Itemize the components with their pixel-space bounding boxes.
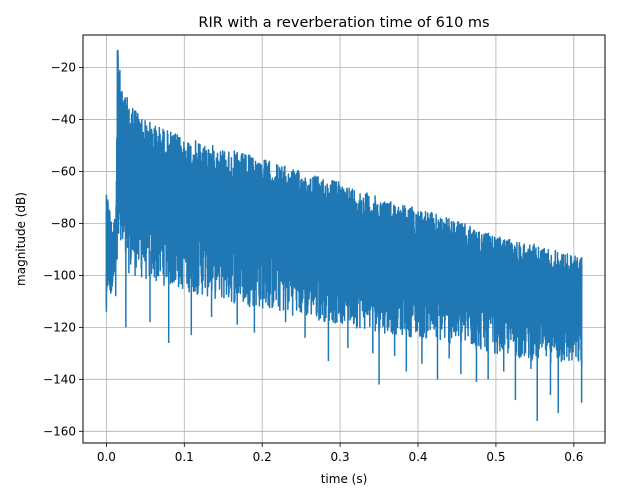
x-tick-label: 0.3 <box>331 450 350 464</box>
y-axis-label: magnitude (dB) <box>14 192 28 286</box>
y-tick-label: −160 <box>43 424 76 438</box>
y-tick-label: −40 <box>51 112 76 126</box>
y-tick-label: −140 <box>43 372 76 386</box>
y-tick-label: −80 <box>51 216 76 230</box>
plot-frame <box>82 34 606 444</box>
y-tick-label: −60 <box>51 164 76 178</box>
chart-title: RIR with a reverberation time of 610 ms <box>198 15 489 31</box>
series-layer <box>105 49 583 421</box>
y-tick-label: −100 <box>43 268 76 282</box>
x-tick-label: 0.6 <box>564 450 583 464</box>
x-tick-label: 0.2 <box>253 450 272 464</box>
x-tick-label: 0.4 <box>408 450 427 464</box>
x-tick-label: 0.0 <box>97 450 116 464</box>
y-tick-label: −120 <box>43 320 76 334</box>
x-axis-ticks: 0.0 0.1 0.2 0.3 0.4 0.5 0.6 <box>97 443 583 464</box>
x-tick-label: 0.1 <box>175 450 194 464</box>
x-tick-label: 0.5 <box>486 450 505 464</box>
y-tick-label: −20 <box>51 60 76 74</box>
x-axis-label: time (s) <box>321 472 368 486</box>
y-axis-ticks: −160 −140 −120 −100 −80 −60 −40 −20 <box>43 60 83 438</box>
series-line <box>105 49 583 364</box>
